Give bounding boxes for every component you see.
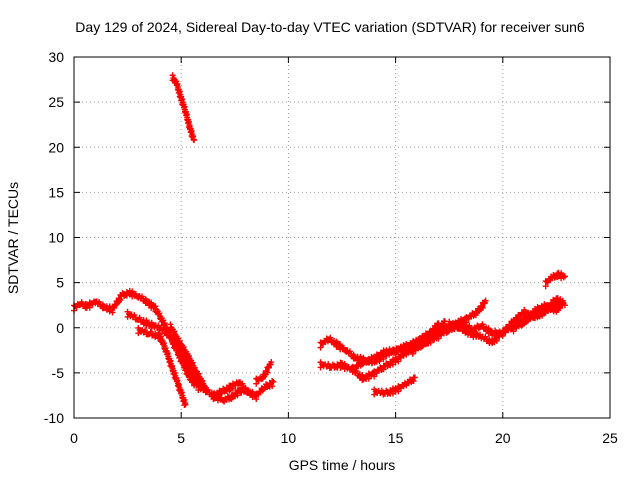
data-point	[169, 72, 176, 79]
data-point	[395, 358, 402, 365]
data-point	[482, 297, 489, 304]
data-point	[152, 303, 159, 310]
y-axis-ticks: -10 -5 0 5 10 15 20 25 30	[44, 49, 610, 426]
data-point	[557, 305, 564, 312]
data-point	[253, 380, 260, 387]
data-point	[253, 396, 260, 403]
y-tick-label: 30	[48, 49, 64, 65]
x-axis-label: GPS time / hours	[289, 457, 396, 473]
data-point	[86, 304, 93, 311]
data-point	[195, 370, 202, 377]
y-tick-label: 20	[48, 139, 64, 155]
y-tick-label: 25	[48, 94, 64, 110]
x-tick-label: 5	[177, 430, 185, 446]
data-point	[117, 297, 124, 304]
data-point	[269, 383, 276, 390]
data-point	[411, 374, 418, 381]
data-point	[317, 364, 324, 371]
data-point	[380, 356, 387, 363]
chart-title: Day 129 of 2024, Sidereal Day-to-day VTE…	[75, 19, 585, 35]
y-tick-label: 10	[48, 230, 64, 246]
data-point	[371, 373, 378, 380]
data-point	[539, 312, 546, 319]
data-point	[493, 337, 500, 344]
x-tick-label: 0	[70, 430, 78, 446]
x-tick-label: 10	[281, 430, 297, 446]
data-point	[349, 368, 356, 375]
y-tick-label: -10	[44, 410, 64, 426]
x-axis-ticks: 0 5 10 15 20 25	[70, 57, 618, 446]
data-point	[156, 310, 163, 317]
data-point	[173, 78, 180, 85]
data-point	[199, 377, 206, 384]
data-point	[403, 346, 410, 353]
x-tick-label: 25	[602, 430, 618, 446]
data-point	[561, 273, 568, 280]
data-point	[182, 401, 189, 408]
data-point	[410, 378, 417, 385]
data-point	[76, 302, 83, 309]
x-tick-label: 15	[388, 430, 404, 446]
data-point	[427, 339, 434, 346]
data-point	[435, 320, 442, 327]
data-point	[435, 335, 442, 342]
y-tick-label: 15	[48, 184, 64, 200]
data-point	[492, 332, 499, 339]
data-point	[510, 328, 517, 335]
data-point	[239, 380, 246, 387]
data-point	[171, 328, 178, 335]
data-points	[71, 72, 568, 409]
data-point	[203, 387, 210, 394]
data-point	[269, 377, 276, 384]
data-point	[191, 137, 198, 144]
data-point	[229, 385, 236, 392]
data-point	[176, 337, 183, 344]
data-point	[409, 350, 416, 357]
data-point	[527, 316, 534, 323]
data-point	[542, 283, 549, 290]
data-point	[201, 383, 208, 390]
data-point	[395, 388, 402, 395]
y-tick-label: 0	[56, 320, 64, 336]
data-point	[234, 392, 241, 399]
data-point	[186, 352, 193, 359]
data-point	[106, 308, 113, 315]
data-point	[373, 356, 380, 363]
data-point	[268, 359, 275, 366]
data-point	[534, 309, 541, 316]
y-axis-label: SDTVAR / TECUs	[5, 182, 21, 294]
y-tick-label: 5	[56, 275, 64, 291]
data-point	[201, 382, 208, 389]
data-point	[180, 344, 187, 351]
data-point	[109, 309, 116, 316]
data-point	[479, 304, 486, 311]
data-point	[264, 369, 271, 376]
y-tick-label: -5	[52, 365, 65, 381]
data-point	[397, 348, 404, 355]
data-point	[467, 331, 474, 338]
data-point	[167, 321, 174, 328]
data-point	[317, 344, 324, 351]
grid-lines	[74, 57, 610, 418]
data-point	[270, 378, 277, 385]
data-point	[210, 396, 217, 403]
data-point	[559, 297, 566, 304]
data-point	[189, 359, 196, 366]
x-tick-label: 20	[495, 430, 511, 446]
data-point	[365, 375, 372, 382]
data-point	[371, 391, 378, 398]
